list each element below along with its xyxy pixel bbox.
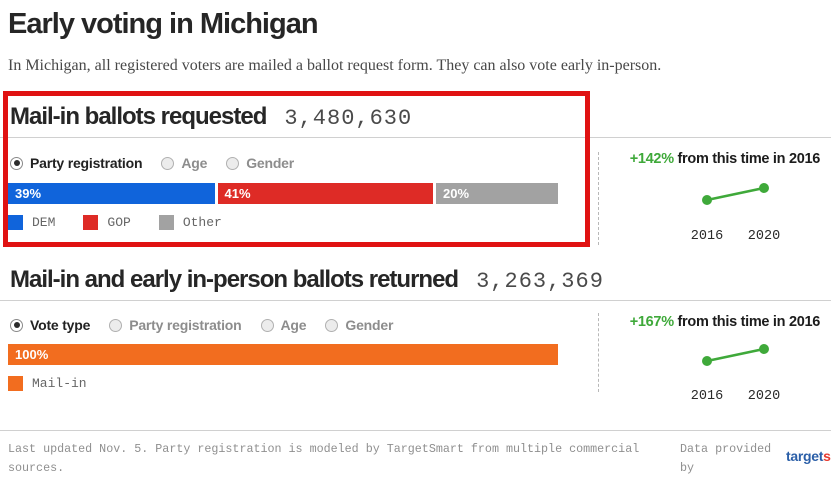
radio-selected-icon	[10, 318, 23, 332]
requested-filter-group: Party registration Age Gender	[10, 155, 294, 171]
radio-icon	[325, 318, 339, 332]
legend-swatch-mailin	[8, 376, 23, 391]
legend-label: GOP	[107, 215, 131, 230]
filter-gender[interactable]: Gender	[325, 317, 393, 333]
divider	[0, 137, 831, 138]
returned-stacked-bar: 100%	[8, 344, 558, 365]
legend-swatch-dem	[8, 215, 23, 230]
legend-item-dem: DEM	[8, 215, 55, 230]
radio-icon	[109, 318, 123, 332]
legend-item-other: Other	[158, 215, 222, 230]
divider	[0, 300, 831, 301]
page-title: Early voting in Michigan	[8, 8, 319, 40]
trend-point-2020	[759, 344, 769, 354]
filter-label: Party registration	[129, 317, 242, 333]
axis-label-2020: 2020	[747, 389, 781, 404]
legend-label: DEM	[32, 215, 56, 230]
page-subtitle: In Michigan, all registered voters are m…	[8, 57, 662, 74]
axis-label-2016: 2016	[690, 229, 724, 244]
trend-line	[706, 186, 765, 202]
requested-legend: DEM GOP Other	[8, 215, 222, 230]
filter-party-registration[interactable]: Party registration	[109, 317, 242, 333]
trend-caption-text: from this time in 2016	[673, 314, 821, 330]
filter-party-registration[interactable]: Party registration	[10, 155, 143, 171]
filter-label: Vote type	[30, 317, 91, 333]
legend-label: Other	[182, 215, 222, 230]
filter-age[interactable]: Age	[161, 155, 207, 171]
segment-value-label: 100%	[15, 347, 49, 362]
trend-point-2020	[759, 183, 769, 193]
returned-trend-chart	[702, 344, 769, 366]
filter-label: Age	[181, 155, 208, 171]
radio-icon	[260, 318, 274, 332]
legend-item-gop: GOP	[83, 215, 131, 230]
section-returned-total: 3,263,369	[476, 269, 604, 294]
returned-trend-axis: 2016 2020	[660, 389, 810, 405]
filter-gender[interactable]: Gender	[226, 155, 294, 171]
targetsmart-logo[interactable]: targetsmart	[786, 448, 831, 464]
filter-label: Gender	[246, 155, 295, 171]
logo-target-text: target	[786, 448, 824, 464]
section-returned-title: Mail-in and early in-person ballots retu…	[10, 266, 459, 293]
radio-icon	[161, 156, 175, 170]
segment-value-label: 39%	[15, 186, 42, 201]
radio-icon	[226, 156, 240, 170]
returned-legend: Mail-in	[8, 376, 87, 391]
footer-divider	[0, 430, 831, 431]
filter-label: Gender	[345, 317, 394, 333]
section-requested-total: 3,480,630	[284, 106, 413, 131]
data-provided-label: Data provided by	[680, 442, 772, 475]
legend-swatch-other	[158, 215, 174, 230]
section-requested-heading: Mail-in ballots requested 3,480,630	[10, 103, 412, 131]
section-requested-title: Mail-in ballots requested	[10, 103, 267, 130]
requested-stacked-bar: 39% 41% 20%	[8, 183, 558, 204]
segment-value-label: 20%	[442, 186, 470, 201]
bar-segment-mailin: 100%	[8, 344, 558, 365]
trend-line	[706, 347, 765, 363]
requested-trend-percent: +142%	[629, 151, 674, 167]
legend-item-mailin: Mail-in	[8, 376, 87, 391]
axis-label-2020: 2020	[747, 229, 781, 244]
filter-label: Age	[280, 317, 307, 333]
legend-swatch-gop	[83, 215, 99, 230]
trend-point-2016	[702, 195, 712, 205]
requested-trend-chart	[702, 183, 769, 205]
trend-point-2016	[702, 356, 712, 366]
dashed-separator	[598, 152, 599, 245]
segment-value-label: 41%	[224, 186, 251, 201]
bar-segment-gop: 41%	[217, 183, 433, 204]
trend-caption-text: from this time in 2016	[673, 151, 821, 167]
dashed-separator	[598, 313, 599, 392]
radio-selected-icon	[10, 156, 23, 170]
legend-label: Mail-in	[32, 376, 87, 391]
returned-filter-group: Vote type Party registration Age Gender	[10, 317, 393, 333]
axis-label-2016: 2016	[690, 389, 724, 404]
requested-trend-caption: +142% from this time in 2016	[629, 151, 821, 167]
returned-trend-caption: +167% from this time in 2016	[629, 314, 821, 330]
bar-segment-other: 20%	[435, 183, 558, 204]
logo-smart-text: smart	[823, 448, 831, 464]
filter-age[interactable]: Age	[260, 317, 307, 333]
returned-trend-percent: +167%	[629, 314, 674, 330]
filter-label: Party registration	[30, 155, 143, 171]
requested-trend-axis: 2016 2020	[660, 229, 810, 245]
footer-note: Last updated Nov. 5. Party registration …	[8, 442, 640, 475]
filter-vote-type[interactable]: Vote type	[10, 317, 90, 333]
bar-segment-dem: 39%	[8, 183, 215, 204]
section-returned-heading: Mail-in and early in-person ballots retu…	[10, 266, 604, 294]
